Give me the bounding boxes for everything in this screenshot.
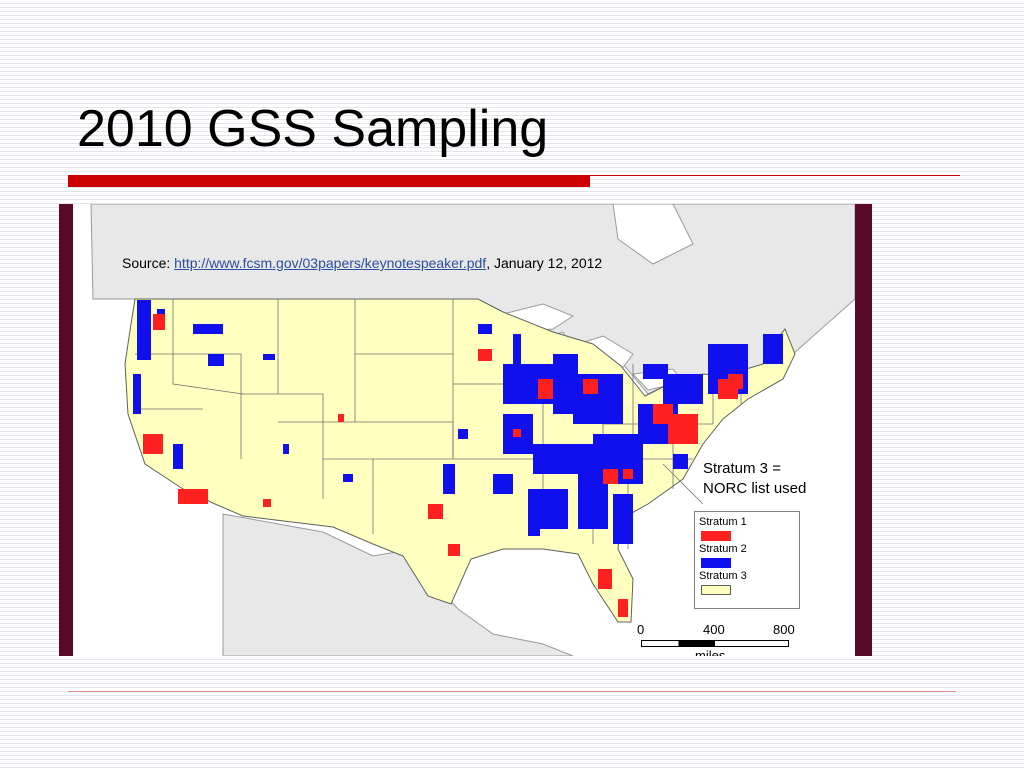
legend-item-stratum-1: Stratum 1 — [699, 516, 747, 541]
legend-label: Stratum 3 — [699, 570, 747, 582]
legend-swatch-red — [701, 531, 731, 541]
stratum-note-line1: Stratum 3 = — [703, 460, 781, 477]
scale-bar: 0 400 800 miles — [633, 622, 803, 656]
legend-item-stratum-2: Stratum 2 — [699, 543, 747, 568]
source-link[interactable]: http://www.fcsm.gov/03papers/keynotespea… — [174, 255, 487, 271]
title-rule-thin — [590, 175, 960, 176]
scale-tick-label: 400 — [703, 622, 725, 637]
source-suffix: , January 12, 2012 — [486, 255, 603, 271]
scale-tick-label: 800 — [773, 622, 795, 637]
title-rule-thick — [68, 175, 590, 187]
legend-swatch-blue — [701, 558, 731, 568]
stratum-note-line2: NORC list used — [703, 480, 807, 497]
us-map-graphic — [73, 204, 855, 656]
scale-tick-label: 0 — [637, 622, 645, 637]
map-legend: Stratum 1 Stratum 2 Stratum 3 — [694, 511, 800, 609]
sampling-map: Source: http://www.fcsm.gov/03papers/key… — [73, 204, 855, 656]
hudson-bay-water — [612, 204, 694, 265]
legend-item-stratum-3: Stratum 3 — [699, 570, 747, 595]
source-citation: Source: http://www.fcsm.gov/03papers/key… — [122, 255, 602, 271]
mexico-land — [222, 513, 574, 656]
slide-title: 2010 GSS Sampling — [77, 100, 549, 158]
legend-label: Stratum 1 — [699, 516, 747, 528]
footer-rule — [68, 691, 956, 692]
legend-swatch-yellow — [701, 585, 731, 595]
scale-units: miles — [695, 648, 726, 656]
legend-label: Stratum 2 — [699, 543, 747, 555]
stratum-1-areas — [143, 314, 743, 617]
source-prefix: Source: — [122, 255, 175, 271]
scale-line — [641, 640, 789, 647]
stratum-note: Stratum 3 = NORC list used — [701, 459, 809, 499]
